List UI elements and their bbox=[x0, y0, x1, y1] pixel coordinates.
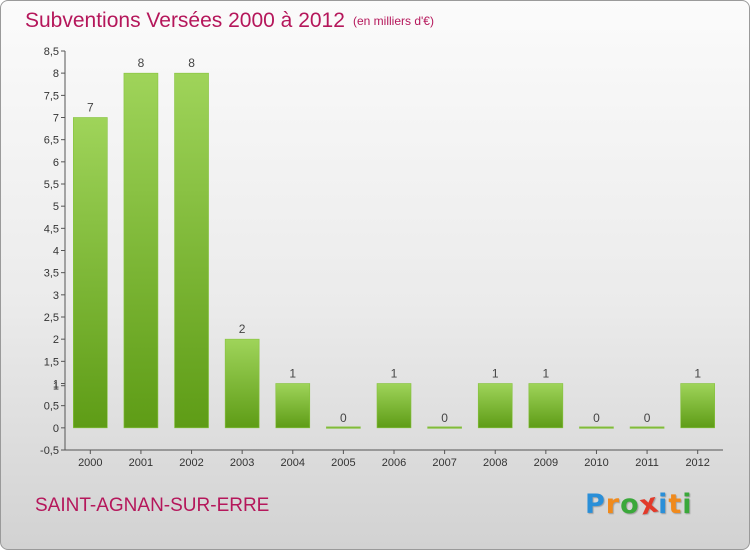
y-tick-label: 8,5 bbox=[44, 46, 59, 58]
value-label-2009: 1 bbox=[543, 367, 550, 381]
bar-2002 bbox=[174, 72, 209, 429]
y-tick-label: -0,5 bbox=[40, 445, 59, 457]
commune-name: SAINT-AGNAN-SUR-ERRE bbox=[35, 495, 270, 516]
y-tick-label: 1,5 bbox=[44, 356, 59, 368]
x-tick-label-2009: 2009 bbox=[534, 457, 558, 469]
y-tick-label: 0,5 bbox=[44, 401, 59, 413]
value-label-2012: 1 bbox=[694, 367, 701, 381]
bar-2006 bbox=[376, 383, 412, 429]
bar-2008 bbox=[477, 383, 513, 429]
x-tick-label-2002: 2002 bbox=[179, 457, 203, 469]
bar-2001 bbox=[123, 72, 159, 429]
y-tick-label: 2,5 bbox=[44, 312, 59, 324]
x-tick-label-2010: 2010 bbox=[584, 457, 608, 469]
y-tick-label: 3,5 bbox=[44, 268, 59, 280]
bar-2011 bbox=[629, 426, 665, 429]
value-label-2001: 8 bbox=[138, 56, 145, 70]
x-tick-label-2001: 2001 bbox=[129, 457, 153, 469]
y-tick-label: 6 bbox=[53, 157, 59, 169]
value-label-2004: 1 bbox=[289, 367, 296, 381]
x-tick-label-2005: 2005 bbox=[331, 457, 355, 469]
value-label-2000: 7 bbox=[87, 101, 94, 115]
value-label-2007: 0 bbox=[441, 411, 448, 425]
y-tick-label: 2 bbox=[53, 334, 59, 346]
chart-title: Subventions Versées 2000 à 2012 bbox=[25, 9, 345, 32]
y-tick-label: 5 bbox=[53, 201, 59, 213]
y-tick-label: 1 bbox=[53, 381, 59, 393]
bar-2012 bbox=[680, 383, 715, 429]
x-tick-label-2006: 2006 bbox=[382, 457, 406, 469]
y-tick-label: 6,5 bbox=[44, 135, 59, 147]
logo-letter: r bbox=[605, 489, 621, 520]
x-tick-label-2003: 2003 bbox=[230, 457, 254, 469]
value-label-2005: 0 bbox=[340, 411, 347, 425]
value-label-2006: 1 bbox=[391, 367, 398, 381]
x-tick-label-2000: 2000 bbox=[78, 457, 102, 469]
x-tick-label-2008: 2008 bbox=[483, 457, 507, 469]
y-tick-label: 3 bbox=[53, 290, 59, 302]
y-tick-label: 1 bbox=[53, 379, 59, 391]
bar-2010 bbox=[579, 426, 614, 429]
chart-subtitle: (en milliers d'€) bbox=[353, 14, 434, 28]
logo-letter: o bbox=[620, 489, 640, 520]
proxiti-logo: Proxiti bbox=[585, 487, 693, 521]
bar-2004 bbox=[275, 383, 311, 429]
y-tick-label: 7,5 bbox=[44, 90, 59, 102]
x-tick-label-2012: 2012 bbox=[685, 457, 709, 469]
bar-2000 bbox=[73, 117, 108, 429]
logo-letter: i bbox=[658, 489, 669, 520]
x-tick-label-2011: 2011 bbox=[635, 457, 659, 469]
x-tick-label-2007: 2007 bbox=[432, 457, 456, 469]
value-label-2008: 1 bbox=[492, 367, 499, 381]
bar-2003 bbox=[224, 338, 260, 429]
logo-letter: i bbox=[682, 489, 693, 520]
y-tick-label: 4 bbox=[53, 246, 59, 258]
value-label-2010: 0 bbox=[593, 411, 600, 425]
bar-2005 bbox=[326, 426, 361, 429]
value-label-2011: 0 bbox=[644, 411, 651, 425]
y-tick-label: 7 bbox=[53, 113, 59, 125]
value-label-2003: 2 bbox=[239, 322, 246, 336]
x-tick-label-2004: 2004 bbox=[281, 457, 305, 469]
bar-2007 bbox=[427, 426, 462, 429]
logo-letter: t bbox=[668, 489, 683, 520]
y-tick-label: 5,5 bbox=[44, 179, 59, 191]
y-tick-label: 4,5 bbox=[44, 223, 59, 235]
y-tick-label: 8 bbox=[53, 68, 59, 80]
y-tick-label: 0 bbox=[53, 423, 59, 435]
value-label-2002: 8 bbox=[188, 56, 195, 70]
logo-letter: P bbox=[585, 489, 606, 520]
bar-2009 bbox=[528, 383, 564, 429]
